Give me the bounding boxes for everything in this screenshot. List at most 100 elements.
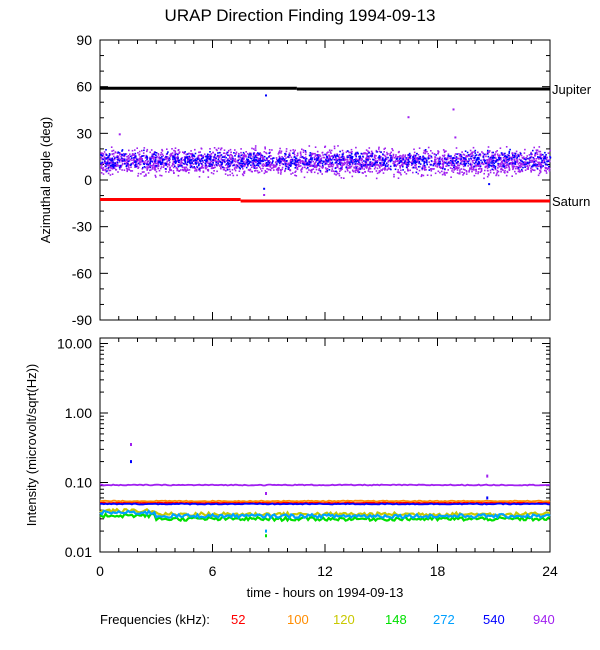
azimuth-point	[301, 148, 303, 151]
azimuth-point	[324, 145, 327, 148]
azimuth-point	[111, 163, 114, 166]
azimuth-point	[465, 156, 467, 159]
azimuth-point	[299, 156, 302, 158]
azimuth-point	[469, 155, 471, 158]
azimuth-point	[149, 162, 152, 165]
azimuth-point	[256, 170, 259, 172]
azimuth-point	[539, 150, 542, 153]
azimuth-point	[360, 159, 363, 162]
azimuth-point	[339, 164, 342, 167]
azimuth-point	[125, 153, 128, 155]
azimuth-point	[444, 162, 446, 164]
azimuth-point	[403, 162, 406, 164]
azimuth-point	[141, 158, 143, 160]
azimuth-point	[324, 167, 327, 169]
azimuth-point	[293, 151, 295, 153]
azimuth-point	[174, 158, 176, 160]
azimuth-point	[172, 162, 174, 165]
azimuth-point	[405, 173, 408, 175]
azimuth-point	[185, 156, 188, 159]
azimuth-point	[419, 155, 421, 158]
azimuth-point	[215, 161, 217, 164]
azimuth-point	[428, 157, 431, 160]
azimuth-point	[511, 161, 514, 163]
azimuth-point	[282, 163, 285, 165]
azimuth-point	[118, 161, 121, 163]
azimuth-point	[417, 157, 420, 160]
azimuth-point	[165, 170, 167, 173]
azimuth-point	[333, 154, 336, 157]
azimuth-point	[193, 154, 195, 157]
azimuth-point	[528, 164, 531, 167]
azimuth-point	[446, 158, 449, 161]
azimuth-point	[255, 167, 257, 170]
azimuth-point	[180, 158, 182, 160]
azimuth-point	[357, 158, 360, 161]
azimuth-point	[328, 169, 331, 171]
azimuth-point	[439, 171, 441, 174]
azimuth-point	[264, 162, 267, 165]
azimuth-point	[334, 158, 337, 161]
azimuth-point	[339, 161, 341, 164]
azimuth-point	[441, 159, 444, 161]
azimuth-point	[326, 170, 329, 172]
azimuth-point	[303, 163, 305, 166]
azimuth-point	[140, 156, 142, 159]
azimuth-point	[488, 158, 490, 161]
azimuth-point	[137, 152, 139, 154]
azimuth-point	[543, 161, 545, 164]
azimuth-point	[528, 159, 531, 162]
azimuth-point	[129, 153, 131, 155]
azimuth-point	[172, 170, 175, 172]
azimuth-point	[324, 153, 326, 156]
azimuth-point	[422, 158, 425, 161]
azimuth-point	[269, 166, 272, 168]
azimuth-point	[497, 164, 499, 167]
azimuth-point	[496, 171, 499, 174]
azimuth-y-tick-label: -30	[72, 219, 92, 235]
azimuth-point	[402, 158, 405, 160]
azimuth-point	[326, 168, 329, 170]
azimuth-point	[234, 160, 237, 163]
azimuth-point	[335, 170, 337, 173]
azimuth-point	[254, 160, 257, 163]
azimuth-point	[346, 159, 349, 161]
azimuth-point	[347, 150, 349, 152]
azimuth-point	[161, 153, 164, 156]
azimuth-point	[299, 151, 302, 153]
azimuth-point	[434, 156, 437, 158]
azimuth-point	[506, 163, 508, 165]
azimuth-point	[281, 166, 284, 169]
azimuth-point	[355, 165, 357, 168]
azimuth-point	[277, 153, 280, 155]
azimuth-point	[472, 161, 474, 164]
azimuth-point	[440, 167, 442, 169]
azimuth-point	[330, 155, 333, 158]
azimuth-point	[198, 168, 201, 170]
azimuth-point	[389, 154, 391, 157]
azimuth-point	[213, 158, 215, 160]
azimuth-point	[348, 154, 351, 157]
azimuth-point	[196, 157, 199, 160]
azimuth-point	[342, 164, 344, 166]
azimuth-point	[185, 153, 187, 156]
azimuth-point	[126, 158, 128, 161]
azimuth-point	[106, 162, 109, 165]
azimuth-point	[413, 154, 415, 157]
azimuth-point	[225, 156, 227, 159]
azimuth-point	[268, 152, 270, 154]
azimuth-point	[149, 163, 151, 166]
azimuth-point	[242, 174, 245, 177]
azimuth-point	[539, 166, 542, 168]
azimuth-point	[374, 162, 376, 164]
azimuth-point	[155, 165, 158, 167]
azimuth-point	[384, 159, 386, 162]
azimuth-point	[136, 158, 138, 161]
azimuth-point	[376, 161, 378, 164]
azimuth-point	[392, 162, 394, 165]
azimuth-point	[503, 165, 506, 168]
azimuth-point	[488, 161, 490, 164]
azimuth-point	[107, 167, 110, 169]
azimuth-point	[207, 176, 210, 178]
azimuth-point	[531, 168, 534, 171]
